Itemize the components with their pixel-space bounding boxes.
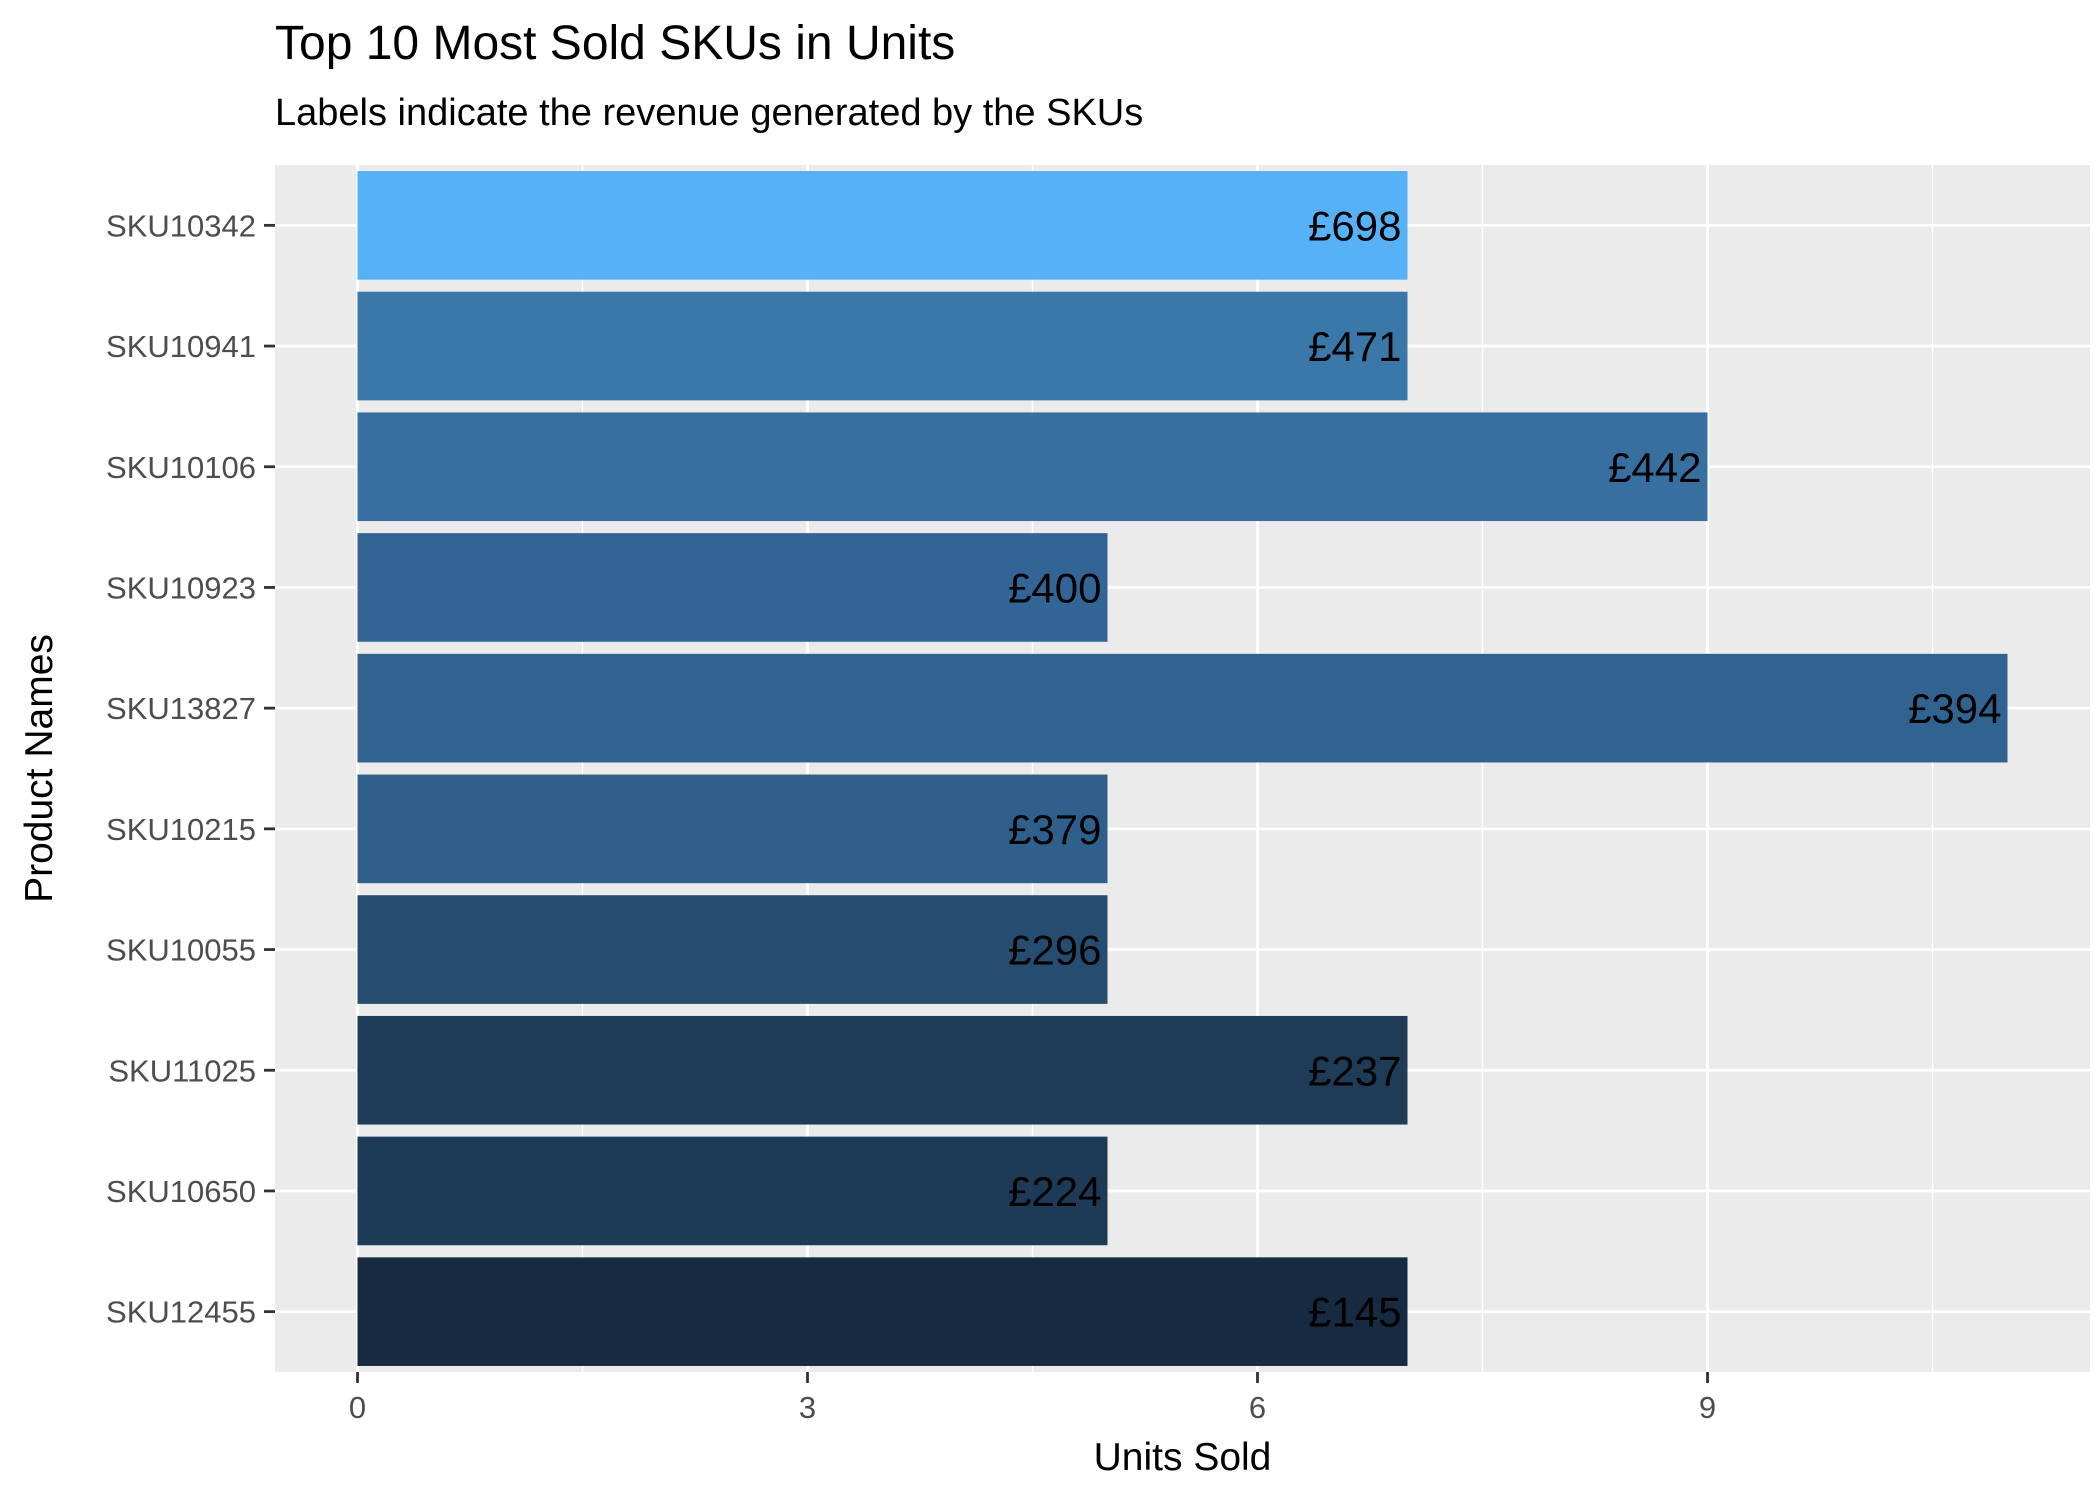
y-tick-label: SKU10106 [106,450,256,485]
revenue-label: £400 [1008,564,1101,611]
revenue-label: £237 [1308,1047,1401,1094]
bar [357,1257,1408,1366]
revenue-label: £379 [1008,806,1101,853]
revenue-label: £394 [1908,685,2001,732]
y-tick-label: SKU11025 [108,1053,256,1088]
y-tick-label: SKU12455 [106,1295,256,1330]
chart-title: Top 10 Most Sold SKUs in Units [275,17,956,70]
y-axis: SKU10342 SKU10941 SKU10106 SKU10923 SKU13827… [106,208,275,1330]
y-tick-label: SKU13827 [106,691,256,726]
x-tick-label: 0 [349,1390,366,1425]
y-tick-label: SKU10342 [106,208,256,243]
bar [357,895,1108,1004]
revenue-label: £698 [1308,202,1401,249]
bars [357,171,2008,1366]
bar [357,412,1708,522]
y-tick-label: SKU10923 [106,570,256,605]
bar [357,533,1108,642]
revenue-label: £224 [1008,1168,1101,1215]
bar [357,774,1108,884]
chart-subtitle: Labels indicate the revenue generated by… [275,92,1144,134]
y-tick-label: SKU10941 [106,329,256,364]
revenue-label: £442 [1608,444,1701,491]
x-tick-label: 6 [1249,1390,1266,1425]
revenue-label: £296 [1008,927,1101,974]
x-axis-title: Units Sold [1094,1436,1272,1479]
x-axis: 0 3 6 9 [349,1372,1716,1425]
data-labels: £698 £471 £442 £400 £394 £379 £296 £237 £224 £145 [1008,202,2001,1335]
revenue-label: £145 [1308,1289,1401,1336]
revenue-label: £471 [1308,323,1401,370]
y-tick-label: SKU10055 [106,933,256,968]
y-tick-label: SKU10650 [106,1174,256,1209]
y-axis-title: Product Names [18,634,61,903]
bar [357,1015,1408,1125]
x-tick-label: 9 [1699,1390,1716,1425]
x-tick-label: 3 [799,1390,816,1425]
y-tick-label: SKU10215 [106,812,256,847]
bar [357,171,1408,280]
bar [357,291,1408,401]
bar [357,1136,1108,1246]
bar [357,653,2008,763]
